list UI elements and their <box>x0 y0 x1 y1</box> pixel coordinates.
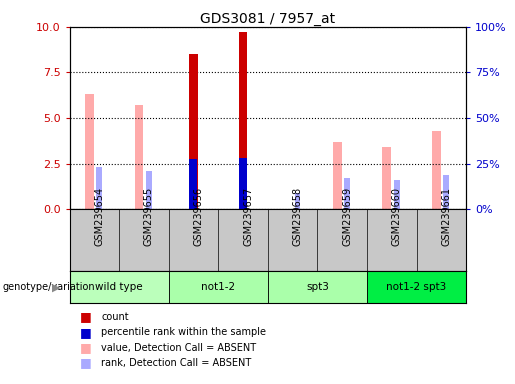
Text: ■: ■ <box>80 341 92 354</box>
Text: value, Detection Call = ABSENT: value, Detection Call = ABSENT <box>101 343 256 353</box>
Bar <box>238 32 248 209</box>
Text: GSM239654: GSM239654 <box>94 187 105 246</box>
Text: not1-2 spt3: not1-2 spt3 <box>386 282 447 292</box>
Text: GSM239656: GSM239656 <box>194 187 203 246</box>
Bar <box>393 180 400 209</box>
Bar <box>443 175 449 209</box>
Bar <box>239 158 247 209</box>
Text: ■: ■ <box>80 356 92 369</box>
Bar <box>85 94 94 209</box>
Bar <box>134 105 144 209</box>
Bar <box>333 142 342 209</box>
Bar <box>70 271 168 303</box>
Bar <box>295 193 300 209</box>
Bar <box>168 271 268 303</box>
Text: rank, Detection Call = ABSENT: rank, Detection Call = ABSENT <box>101 358 252 368</box>
Text: wild type: wild type <box>95 282 143 292</box>
Bar <box>382 147 391 209</box>
Title: GDS3081 / 7957_at: GDS3081 / 7957_at <box>200 12 335 26</box>
Text: GSM239661: GSM239661 <box>441 187 451 246</box>
Text: not1-2: not1-2 <box>201 282 235 292</box>
Bar <box>367 271 466 303</box>
Bar <box>432 131 441 209</box>
Text: GSM239655: GSM239655 <box>144 187 154 246</box>
Text: ■: ■ <box>80 326 92 339</box>
Text: GSM239660: GSM239660 <box>392 187 402 246</box>
Text: count: count <box>101 312 129 322</box>
Bar <box>344 178 350 209</box>
Bar <box>96 167 102 209</box>
Text: spt3: spt3 <box>306 282 329 292</box>
Text: GSM239659: GSM239659 <box>342 187 352 246</box>
Bar <box>268 271 367 303</box>
Text: GSM239657: GSM239657 <box>243 187 253 246</box>
Text: percentile rank within the sample: percentile rank within the sample <box>101 327 266 337</box>
Text: GSM239658: GSM239658 <box>293 187 303 246</box>
Bar <box>190 159 197 209</box>
Text: ■: ■ <box>80 310 92 323</box>
Bar <box>146 171 152 209</box>
Bar <box>189 54 198 209</box>
Text: genotype/variation: genotype/variation <box>3 282 95 292</box>
Text: ▶: ▶ <box>52 282 61 292</box>
